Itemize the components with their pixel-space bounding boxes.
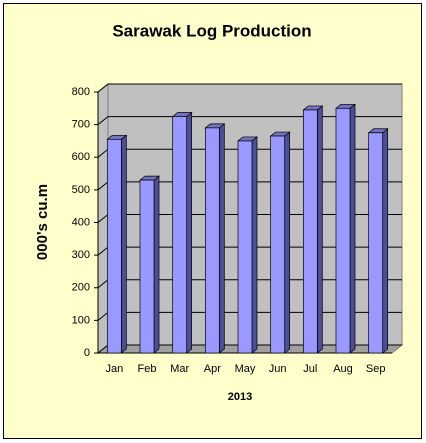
- y-tick-label: 700: [72, 119, 90, 131]
- x-tick-label: May: [235, 363, 256, 375]
- x-tick-label: Jul: [303, 363, 317, 375]
- y-tick-label: 100: [72, 314, 90, 326]
- bar-side: [218, 123, 225, 354]
- chart-title: Sarawak Log Production: [112, 21, 311, 40]
- y-tick-label: 800: [72, 86, 90, 98]
- y-tick-label: 400: [72, 216, 90, 228]
- bar-side: [284, 131, 291, 354]
- bar-side: [349, 103, 356, 354]
- y-tick-label: 300: [72, 249, 90, 261]
- x-tick-label: Mar: [170, 363, 189, 375]
- bar: [335, 107, 351, 354]
- x-tick-label: Jun: [269, 363, 287, 375]
- x-tick-label: Aug: [333, 363, 353, 375]
- y-tick-label: 500: [72, 184, 90, 196]
- bar: [204, 127, 220, 354]
- bar: [172, 116, 188, 354]
- bar: [302, 109, 318, 354]
- x-tick-label: Feb: [138, 363, 157, 375]
- bar: [139, 179, 155, 354]
- grid-line: [97, 83, 402, 93]
- bar-side: [251, 136, 258, 354]
- bar-side: [186, 111, 193, 354]
- x-tick-label: Jan: [105, 363, 123, 375]
- bar-side: [316, 105, 323, 354]
- x-axis-label: 2013: [228, 391, 252, 403]
- bar: [270, 135, 286, 354]
- y-tick-label: 600: [72, 151, 90, 163]
- y-tick-label: 0: [84, 347, 90, 359]
- x-tick-label: Apr: [204, 363, 221, 375]
- bar-side: [153, 175, 160, 354]
- bar: [106, 138, 122, 354]
- bar-side: [382, 128, 389, 354]
- y-tick-label: 200: [72, 282, 90, 294]
- x-tick-label: Sep: [366, 363, 386, 375]
- bar: [368, 132, 384, 354]
- y-axis-label: 000's cu.m: [34, 184, 51, 260]
- bar: [237, 140, 253, 354]
- bar-side: [120, 134, 127, 354]
